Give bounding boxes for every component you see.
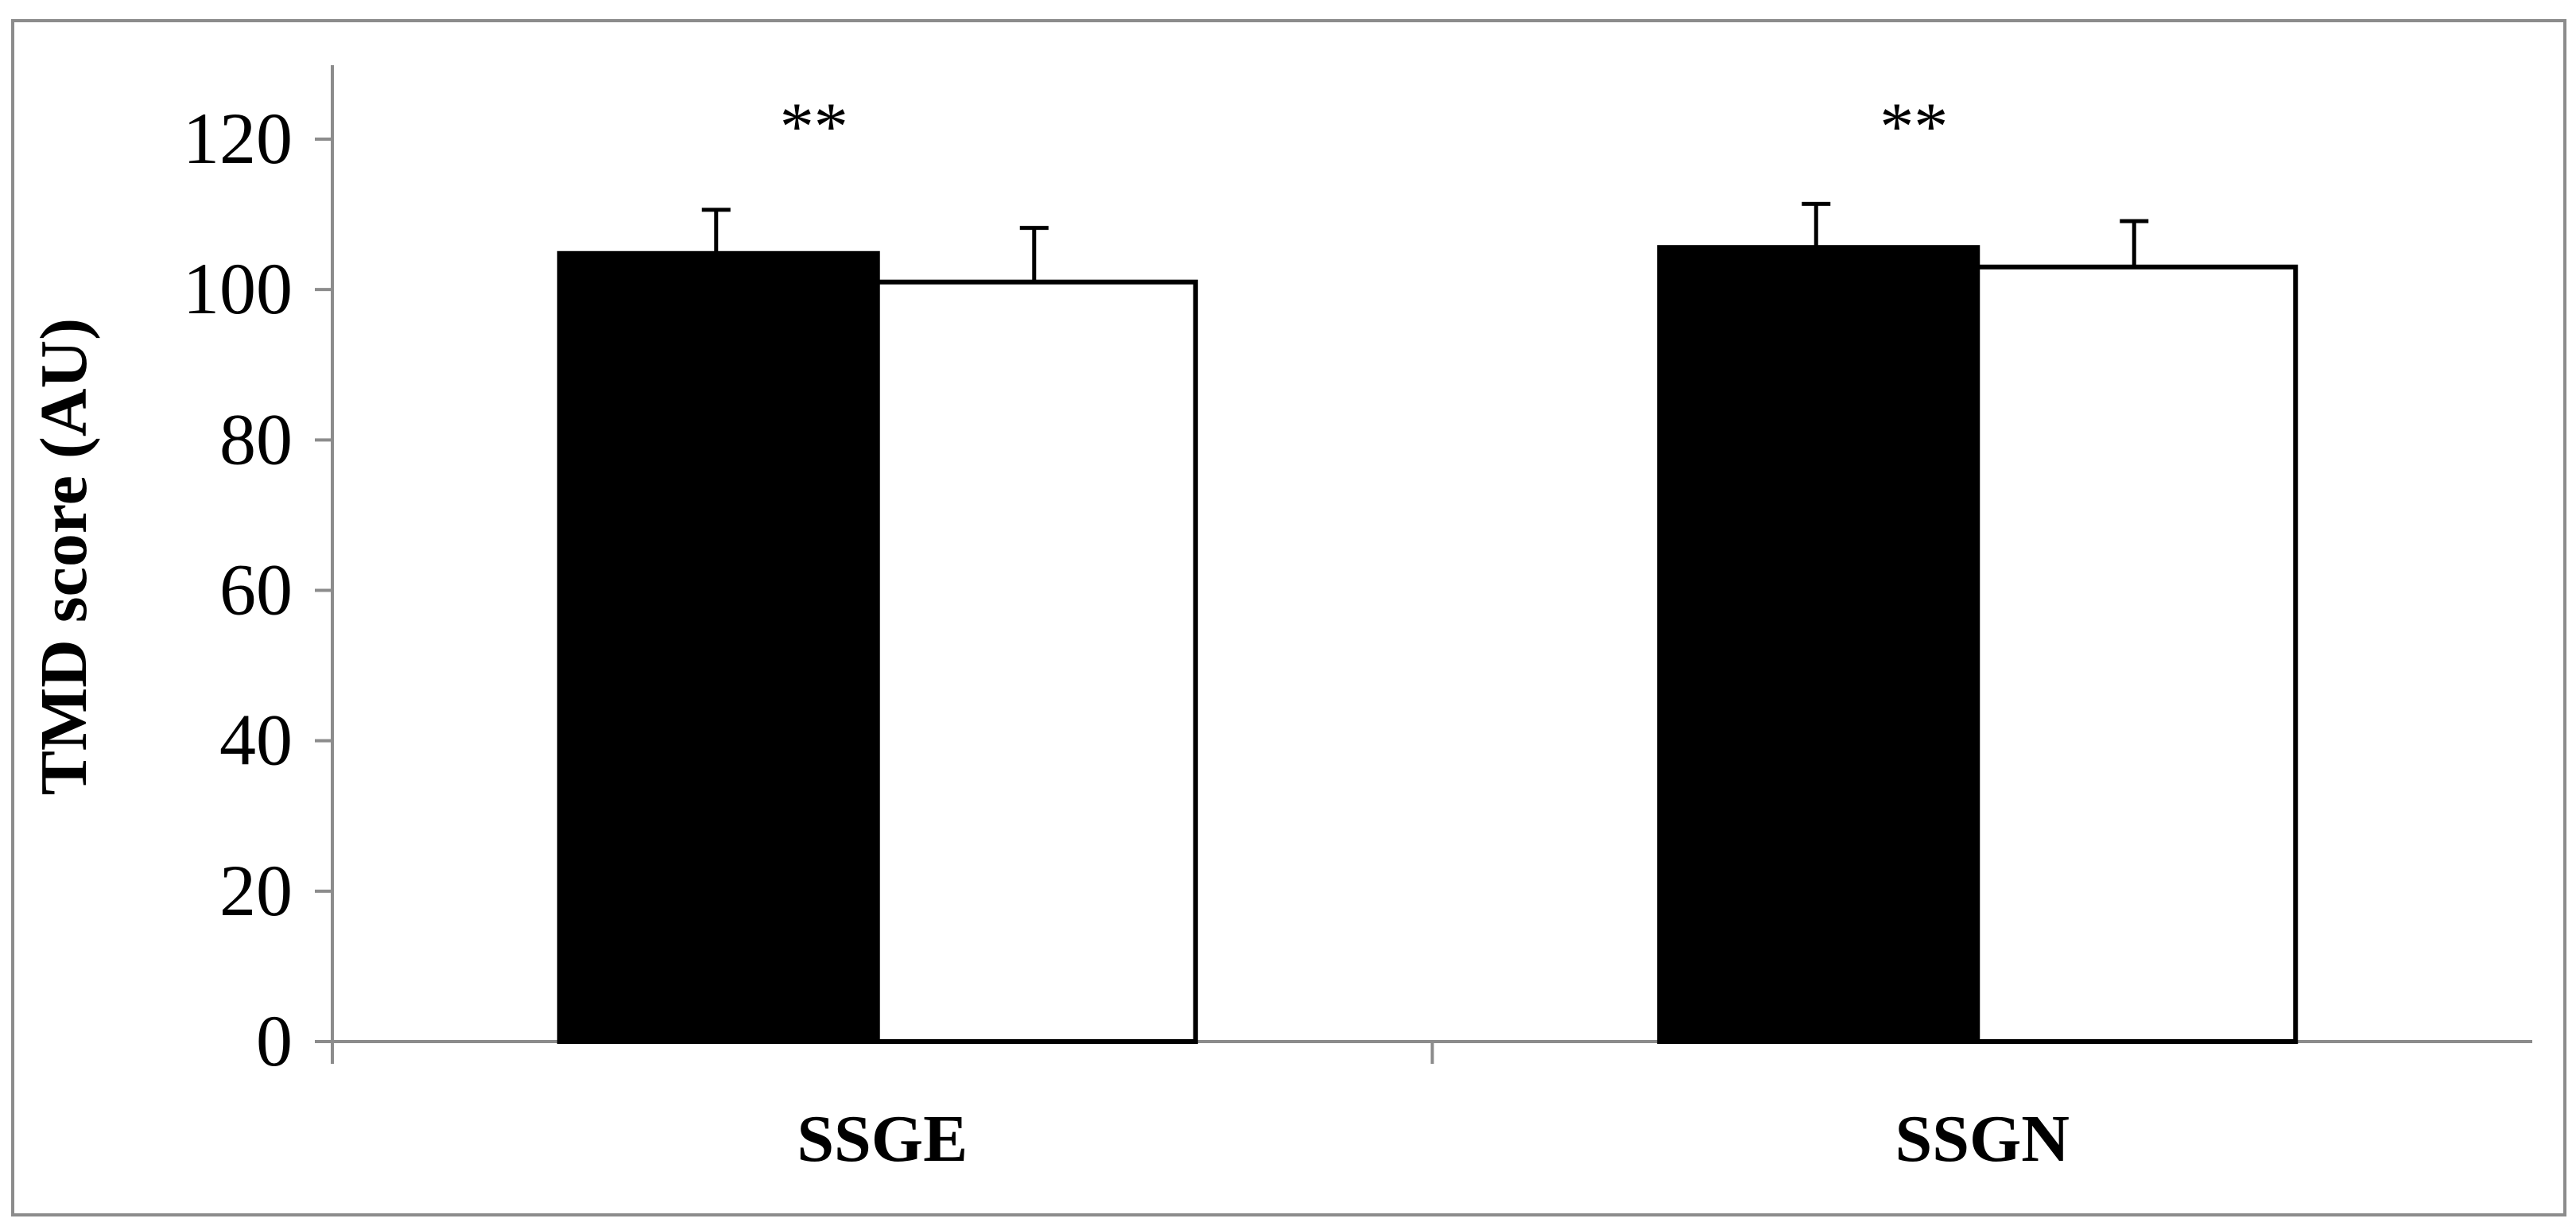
x-tick-label: SSGE [797, 1102, 968, 1176]
annotations: ** ** [780, 88, 1949, 165]
bar-ssgn-series-1 [1657, 245, 1980, 1044]
y-tick-label: 80 [219, 398, 293, 479]
y-tick-label: 120 [183, 98, 293, 179]
y-tick-label: 40 [219, 700, 293, 781]
y-tick-label: 20 [219, 850, 293, 931]
bars [557, 245, 2299, 1045]
y-tick-label: 100 [183, 248, 293, 329]
significance-marker: ** [1880, 88, 1948, 165]
error-bars [701, 201, 2149, 282]
bar-ssge-series-1 [557, 250, 880, 1044]
y-tick-label: 0 [256, 1000, 293, 1081]
y-tick-label: 60 [219, 549, 293, 631]
x-tick-label: SSGN [1895, 1102, 2070, 1176]
significance-marker: ** [780, 88, 848, 165]
bar-ssge-series-2 [875, 279, 1198, 1045]
y-axis-label: TMD score (AU) [27, 318, 101, 795]
y-axis: 0 20 40 60 80 100 120 [183, 65, 334, 1081]
bar-ssgn-series-2 [1975, 264, 2299, 1044]
